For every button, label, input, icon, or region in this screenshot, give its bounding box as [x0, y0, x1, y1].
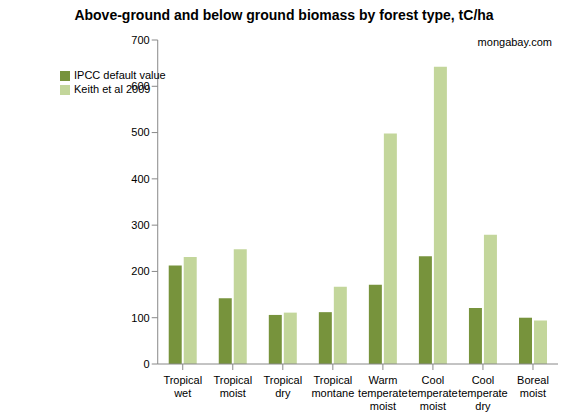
svg-text:Tropicalmoist: Tropicalmoist	[213, 374, 252, 399]
svg-text:Tropicaldry: Tropicaldry	[263, 374, 302, 399]
svg-text:600: 600	[131, 80, 149, 92]
svg-text:400: 400	[131, 173, 149, 185]
svg-text:500: 500	[131, 126, 149, 138]
svg-text:Tropicalwet: Tropicalwet	[163, 374, 202, 399]
svg-text:700: 700	[131, 34, 149, 46]
svg-text:Tropicalmontane: Tropicalmontane	[311, 374, 354, 399]
svg-text:200: 200	[131, 265, 149, 277]
svg-text:300: 300	[131, 219, 149, 231]
svg-text:Warmtemperatemoist: Warmtemperatemoist	[358, 374, 408, 412]
svg-text:0: 0	[144, 358, 150, 370]
svg-text:Cooltemperatemoist: Cooltemperatemoist	[408, 374, 458, 412]
svg-text:Borealmoist: Borealmoist	[517, 374, 549, 399]
svg-text:100: 100	[131, 312, 149, 324]
svg-text:Cooltemperatedry: Cooltemperatedry	[458, 374, 508, 412]
